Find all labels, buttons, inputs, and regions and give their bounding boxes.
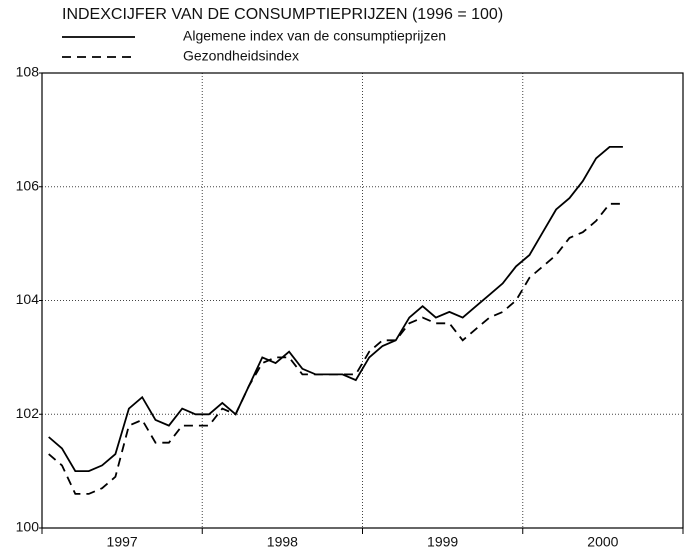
y-tick-label: 100 (16, 519, 40, 535)
x-tick-label: 2000 (587, 534, 618, 550)
chart-title: INDEXCIJFER VAN DE CONSUMPTIEPRIJZEN (19… (62, 6, 503, 23)
x-tick-label: 1999 (427, 534, 458, 550)
legend-label: Algemene index van de consumptieprijzen (183, 28, 446, 44)
y-tick-label: 106 (16, 177, 40, 193)
legend-label: Gezondheidsindex (183, 48, 299, 64)
series-line (48, 202, 623, 495)
x-tick-label: 1997 (107, 534, 138, 550)
y-tick-label: 108 (16, 64, 40, 80)
plot-frame (41, 72, 684, 529)
x-tick-label: 1998 (267, 534, 298, 550)
y-tick-label: 104 (16, 291, 40, 307)
y-tick-label: 102 (16, 405, 40, 421)
